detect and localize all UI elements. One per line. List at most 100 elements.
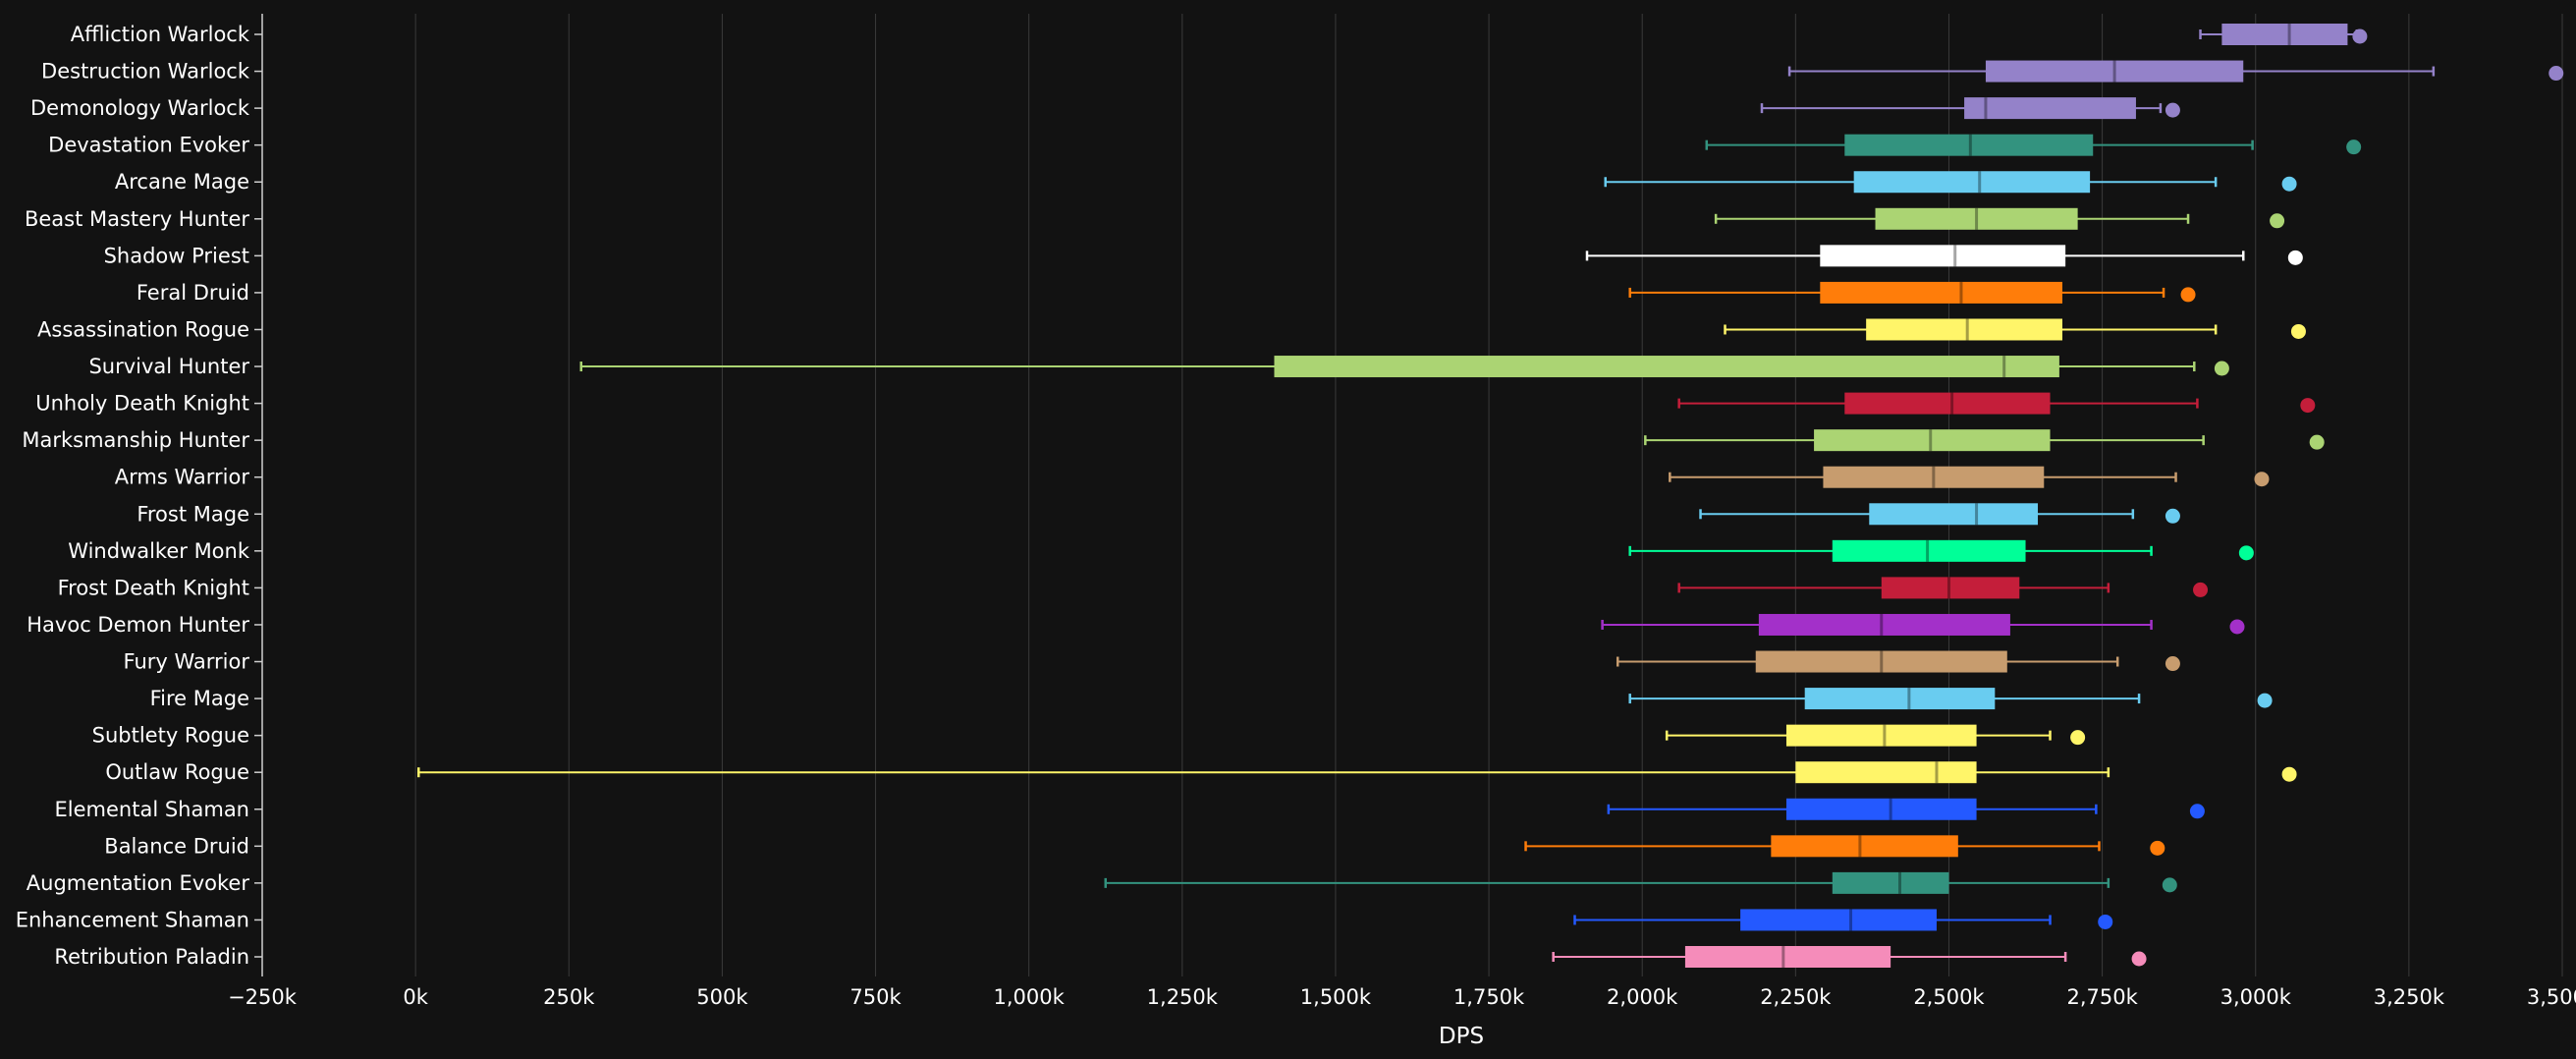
category-label: Assassination Rogue <box>37 317 249 341</box>
category-label: Demonology Warlock <box>30 96 250 120</box>
box-elemental-shaman[interactable] <box>1607 798 2205 820</box>
box-devastation-evoker[interactable] <box>1705 134 2362 156</box>
x-tick-label: 0k <box>403 985 428 1009</box>
category-label: Arcane Mage <box>115 170 249 194</box>
box-affliction-warlock[interactable] <box>2199 24 2368 45</box>
box-retribution-paladin[interactable] <box>1552 946 2147 968</box>
x-tick-label: 3,500k <box>2527 985 2576 1009</box>
box-enhancement-shaman[interactable] <box>1573 909 2113 931</box>
category-label: Survival Hunter <box>88 355 249 378</box>
x-tick-label: 2,000k <box>1607 985 1678 1009</box>
box-shadow-priest[interactable] <box>1585 245 2303 267</box>
iqr-box <box>1875 207 2078 230</box>
category-label: Marksmanship Hunter <box>22 428 249 452</box>
outlier-point <box>2257 693 2273 708</box>
box-havoc-demon-hunter[interactable] <box>1601 613 2245 636</box>
category-label: Frost Mage <box>137 502 249 526</box>
iqr-box <box>1853 171 2091 194</box>
box-marksmanship-hunter[interactable] <box>1644 429 2325 452</box>
category-labels: Affliction Warlock Destruction Warlock Dem… <box>16 23 250 969</box>
box-frost-death-knight[interactable] <box>1677 577 2209 599</box>
x-axis-title: DPS <box>1439 1024 1484 1049</box>
outlier-point <box>2300 398 2316 414</box>
category-label: Affliction Warlock <box>71 23 250 46</box>
iqr-box <box>1804 688 1996 710</box>
box-destruction-warlock[interactable] <box>1787 60 2564 83</box>
outlier-point <box>2281 176 2297 192</box>
category-label: Fire Mage <box>150 687 249 710</box>
category-label: Devastation Evoker <box>48 134 249 157</box>
category-label: Beast Mastery Hunter <box>25 207 249 231</box>
box-beast-mastery-hunter[interactable] <box>1714 207 2285 230</box>
box-subtlety-rogue[interactable] <box>1665 724 2086 747</box>
outlier-point <box>2352 28 2368 44</box>
outlier-point <box>2270 213 2285 229</box>
box-fire-mage[interactable] <box>1628 688 2273 710</box>
iqr-box <box>1755 650 2007 673</box>
category-label: Shadow Priest <box>104 244 249 267</box>
iqr-box <box>1844 392 2051 415</box>
iqr-box <box>1964 97 2136 120</box>
x-tick-label: 1,000k <box>994 985 1066 1009</box>
category-label: Elemental Shaman <box>55 798 249 821</box>
iqr-box <box>1985 60 2244 83</box>
box-augmentation-evoker[interactable] <box>1104 871 2177 894</box>
iqr-box <box>1785 724 1977 747</box>
box-unholy-death-knight[interactable] <box>1677 392 2316 415</box>
iqr-box <box>1823 466 2045 488</box>
outlier-point <box>2150 840 2165 856</box>
iqr-box <box>1771 835 1958 858</box>
outlier-point <box>2131 951 2147 967</box>
outlier-point <box>2309 434 2325 450</box>
outlier-point <box>2070 730 2086 746</box>
iqr-box <box>1814 429 2051 452</box>
box-demonology-warlock[interactable] <box>1760 97 2180 120</box>
box-outlaw-rogue[interactable] <box>417 761 2297 784</box>
box-feral-druid[interactable] <box>1628 281 2196 304</box>
box-assassination-rogue[interactable] <box>1724 318 2306 341</box>
iqr-box <box>2221 24 2348 45</box>
iqr-box <box>1684 946 1891 968</box>
category-label: Havoc Demon Hunter <box>27 613 249 637</box>
category-label: Windwalker Monk <box>68 539 250 563</box>
box-arcane-mage[interactable] <box>1604 171 2297 194</box>
outlier-point <box>2098 914 2113 929</box>
category-label: Fury Warrior <box>124 650 250 674</box>
outlier-point <box>2162 877 2177 893</box>
box-windwalker-monk[interactable] <box>1628 539 2254 562</box>
category-label: Outlaw Rogue <box>105 760 249 784</box>
category-label: Balance Druid <box>104 834 249 858</box>
iqr-box <box>1844 134 2094 156</box>
outlier-point <box>2193 582 2209 597</box>
outlier-point <box>2229 619 2245 635</box>
outlier-point <box>2281 766 2297 782</box>
category-label: Destruction Warlock <box>41 60 250 84</box>
box-fury-warrior[interactable] <box>1616 650 2180 673</box>
box-frost-mage[interactable] <box>1699 503 2180 526</box>
x-tick-label: −250k <box>228 985 298 1009</box>
iqr-box <box>1866 318 2063 341</box>
x-tick-label: 3,000k <box>2220 985 2292 1009</box>
iqr-box <box>1820 245 2066 267</box>
outlier-point <box>2165 508 2180 524</box>
x-tick-label: 3,250k <box>2374 985 2445 1009</box>
outlier-point <box>2214 361 2229 376</box>
iqr-box <box>1881 577 2020 599</box>
x-tick-label: 1,500k <box>1300 985 1372 1009</box>
x-tick-label: 500k <box>696 985 748 1009</box>
box-balance-druid[interactable] <box>1524 835 2165 858</box>
outlier-point <box>2165 102 2180 118</box>
outlier-point <box>2189 804 2205 819</box>
outlier-point <box>2346 139 2362 155</box>
grid-lines <box>414 14 2563 976</box>
box-arms-warrior[interactable] <box>1669 466 2270 488</box>
category-label: Augmentation Evoker <box>27 871 250 895</box>
outlier-point <box>2180 287 2196 303</box>
x-tick-label: 2,250k <box>1760 985 1832 1009</box>
box-survival-hunter[interactable] <box>579 356 2229 378</box>
outlier-point <box>2549 66 2564 82</box>
outlier-point <box>2165 656 2180 672</box>
iqr-box <box>1274 356 2059 378</box>
